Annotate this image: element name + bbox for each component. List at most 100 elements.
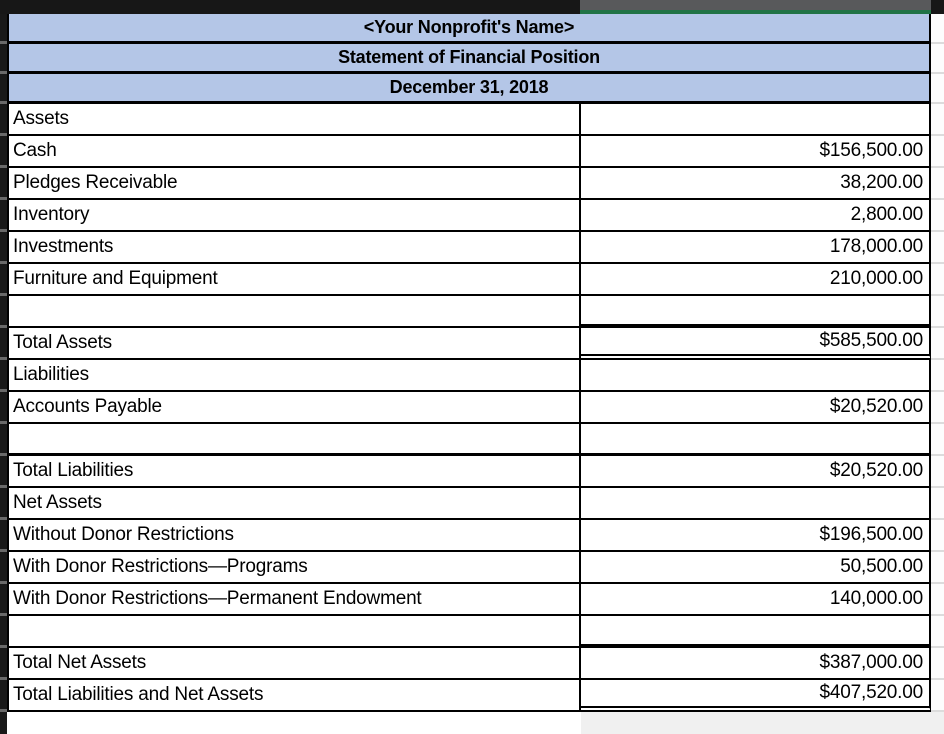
offsheet-margin — [931, 264, 944, 296]
header-subtitle-cell[interactable]: Statement of Financial Position — [7, 44, 931, 74]
offsheet-margin — [931, 392, 944, 424]
table-row: Total Assets $585,500.00 — [0, 328, 944, 360]
row-value-cell[interactable]: 38,200.00 — [581, 168, 931, 200]
row-label-cell[interactable]: Pledges Receivable — [7, 168, 581, 200]
table-row — [0, 424, 944, 456]
table-row: With Donor Restrictions—Permanent Endowm… — [0, 584, 944, 616]
row-label-cell[interactable]: Inventory — [7, 200, 581, 232]
offsheet-margin — [931, 584, 944, 616]
row-value-cell[interactable] — [581, 424, 931, 456]
table-row: Net Assets — [0, 488, 944, 520]
row-header-strip — [0, 328, 7, 360]
table-row: Accounts Payable $20,520.00 — [0, 392, 944, 424]
row-label-cell[interactable]: Cash — [7, 136, 581, 168]
row-label-cell[interactable]: Net Assets — [7, 488, 581, 520]
offsheet-margin — [931, 136, 944, 168]
row-header-strip — [0, 232, 7, 264]
offsheet-margin — [931, 74, 944, 104]
row-header-strip — [0, 360, 7, 392]
title-row: Statement of Financial Position — [0, 44, 944, 74]
row-value-cell[interactable] — [581, 488, 931, 520]
row-label-cell[interactable]: Assets — [7, 104, 581, 136]
row-value-cell[interactable]: 2,800.00 — [581, 200, 931, 232]
row-value-cell[interactable]: $196,500.00 — [581, 520, 931, 552]
row-header-strip — [0, 200, 7, 232]
row-header-strip — [0, 74, 7, 104]
row-label-cell[interactable]: Without Donor Restrictions — [7, 520, 581, 552]
table-row: Inventory 2,800.00 — [0, 200, 944, 232]
header-title-cell[interactable]: <Your Nonprofit's Name> — [7, 14, 931, 44]
offsheet-margin — [931, 200, 944, 232]
row-header-strip — [0, 584, 7, 616]
row-value-cell[interactable] — [581, 712, 931, 734]
row-header-strip — [0, 14, 7, 44]
table-row: Furniture and Equipment 210,000.00 — [0, 264, 944, 296]
row-header-strip — [0, 264, 7, 296]
row-value-cell[interactable]: $156,500.00 — [581, 136, 931, 168]
row-header-strip — [0, 44, 7, 74]
row-value-cell[interactable]: 50,500.00 — [581, 552, 931, 584]
table-row: Liabilities — [0, 360, 944, 392]
title-row: December 31, 2018 — [0, 74, 944, 104]
row-value-cell[interactable]: 210,000.00 — [581, 264, 931, 296]
offsheet-margin — [931, 14, 944, 44]
row-label-cell[interactable]: With Donor Restrictions—Permanent Endowm… — [7, 584, 581, 616]
row-header-strip — [0, 136, 7, 168]
offsheet-margin — [931, 424, 944, 456]
row-label-cell[interactable]: Total Assets — [7, 328, 581, 360]
row-value-cell[interactable]: 178,000.00 — [581, 232, 931, 264]
title-row: <Your Nonprofit's Name> — [0, 14, 944, 44]
row-label-cell[interactable]: Investments — [7, 232, 581, 264]
row-label-cell[interactable]: Accounts Payable — [7, 392, 581, 424]
table-row: Investments 178,000.00 — [0, 232, 944, 264]
selected-column-header[interactable] — [580, 0, 931, 14]
row-header-strip — [0, 488, 7, 520]
offsheet-margin — [931, 616, 944, 648]
row-label-cell[interactable] — [7, 616, 581, 648]
table-row: Cash $156,500.00 — [0, 136, 944, 168]
row-header-strip — [0, 712, 7, 734]
table-row — [0, 296, 944, 328]
offsheet-margin — [931, 104, 944, 136]
row-header-strip — [0, 104, 7, 136]
offsheet-margin — [931, 360, 944, 392]
row-header-strip — [0, 296, 7, 328]
row-value-cell[interactable]: $20,520.00 — [581, 456, 931, 488]
row-header-strip — [0, 456, 7, 488]
row-label-cell[interactable]: Total Net Assets — [7, 648, 581, 680]
row-value-cell[interactable]: $585,500.00 — [581, 328, 931, 360]
offsheet-margin — [931, 648, 944, 680]
offsheet-margin — [931, 488, 944, 520]
row-label-cell[interactable]: Total Liabilities — [7, 456, 581, 488]
row-label-cell[interactable] — [7, 712, 581, 734]
row-header-strip — [0, 648, 7, 680]
table-row — [0, 616, 944, 648]
table-row: Total Liabilities and Net Assets $407,520… — [0, 680, 944, 712]
row-label-cell[interactable] — [7, 424, 581, 456]
row-value-cell[interactable]: $387,000.00 — [581, 648, 931, 680]
offsheet-margin — [931, 168, 944, 200]
table-row: With Donor Restrictions—Programs 50,500.0… — [0, 552, 944, 584]
row-header-strip — [0, 168, 7, 200]
row-value-cell[interactable] — [581, 360, 931, 392]
offsheet-margin — [931, 296, 944, 328]
row-value-cell[interactable] — [581, 616, 931, 648]
row-header-strip — [0, 616, 7, 648]
row-value-cell[interactable] — [581, 296, 931, 328]
row-header-strip — [0, 392, 7, 424]
row-label-cell[interactable] — [7, 296, 581, 328]
row-label-cell[interactable]: Total Liabilities and Net Assets — [7, 680, 581, 712]
row-label-cell[interactable]: Liabilities — [7, 360, 581, 392]
offsheet-margin — [931, 232, 944, 264]
offsheet-margin — [931, 44, 944, 74]
offsheet-margin — [931, 328, 944, 360]
offsheet-margin — [931, 680, 944, 712]
row-value-cell[interactable]: 140,000.00 — [581, 584, 931, 616]
row-label-cell[interactable]: With Donor Restrictions—Programs — [7, 552, 581, 584]
row-label-cell[interactable]: Furniture and Equipment — [7, 264, 581, 296]
row-value-cell[interactable]: $20,520.00 — [581, 392, 931, 424]
row-value-cell[interactable] — [581, 104, 931, 136]
row-value-cell[interactable]: $407,520.00 — [581, 680, 931, 712]
header-date-cell[interactable]: December 31, 2018 — [7, 74, 931, 104]
table-row: Assets — [0, 104, 944, 136]
